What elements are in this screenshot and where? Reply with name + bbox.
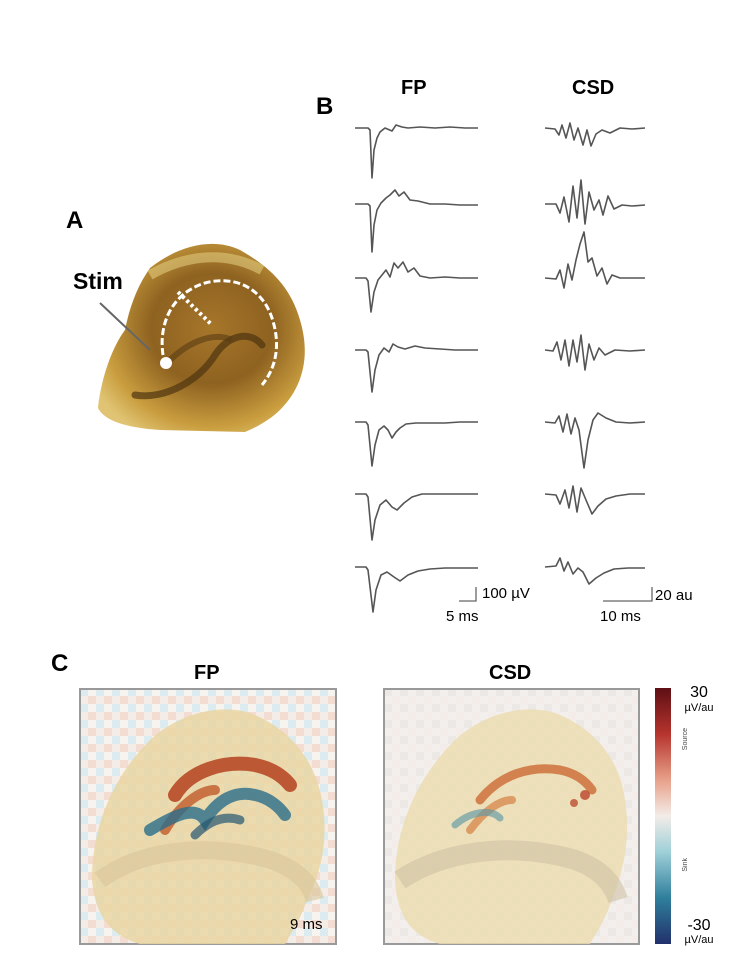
panel-b-fp-title: FP <box>401 77 427 99</box>
fp-trace-3 <box>355 261 478 313</box>
stim-electrode-dot <box>160 357 172 369</box>
csd-map-lower-slice <box>394 840 628 904</box>
csd-scale-time: 10 ms <box>600 608 641 625</box>
slice-cell-layer-dark <box>131 332 266 400</box>
colorbar <box>655 688 671 944</box>
csd-map-sink-band <box>451 808 504 829</box>
fp-trace-2 <box>355 189 478 253</box>
fp-map-sink-band <box>144 787 291 836</box>
colorbar-max-unit: µV/au <box>684 702 714 714</box>
colorbar-min-label: -30 <box>687 917 711 934</box>
csd-scale-amplitude: 20 au <box>655 587 693 604</box>
csd-trace-2 <box>545 179 646 225</box>
panel-c-fp-title: FP <box>194 662 220 684</box>
colorbar-source-label: Source <box>682 728 689 751</box>
colorbar-max-label: 30 <box>690 684 708 701</box>
fp-scale-amplitude: 100 µV <box>482 585 530 602</box>
stim-label: Stim <box>73 268 123 294</box>
csd-trace-5 <box>544 412 646 469</box>
fp-trace-5 <box>355 421 478 467</box>
csd-trace-4 <box>544 334 646 371</box>
colorbar-min-unit: µV/au <box>684 934 714 946</box>
fp-trace-7 <box>355 566 478 613</box>
csd-map-source-spot-2 <box>570 799 578 807</box>
csd-trace-7 <box>544 557 645 585</box>
stim-pointer-line <box>99 302 151 351</box>
slice-upper-band <box>147 252 265 280</box>
panel-b-csd-title: CSD <box>572 77 615 99</box>
recording-perpendicular-dots <box>176 290 214 327</box>
csd-map-source-spot <box>580 790 590 800</box>
recording-arc-path <box>160 279 279 386</box>
csd-trace-1 <box>544 122 646 147</box>
fp-map-sink-band-2 <box>190 813 245 840</box>
fp-trace-1 <box>355 124 478 179</box>
fp-trace-4 <box>355 343 478 393</box>
panel-b-letter: B <box>316 93 334 120</box>
panel-a-letter: A <box>66 207 84 234</box>
panel-c-letter: C <box>51 650 69 677</box>
fp-map-time-label: 9 ms <box>290 916 323 933</box>
fp-trace-6 <box>355 493 478 541</box>
fp-scale-bar <box>459 587 477 602</box>
csd-map-source-band <box>475 764 597 805</box>
csd-map-source-band-2 <box>466 796 516 834</box>
csd-scale-bar <box>603 587 653 602</box>
fp-map-source-band <box>168 756 297 802</box>
panel-c-csd-title: CSD <box>489 662 532 684</box>
slice-dentate-dark <box>165 334 234 365</box>
csd-trace-6 <box>544 485 645 515</box>
colorbar-sink-label: Sink <box>682 858 689 872</box>
fp-map-lower-slice <box>94 841 324 903</box>
fp-scale-time: 5 ms <box>446 608 479 625</box>
csd-trace-3 <box>544 231 645 289</box>
